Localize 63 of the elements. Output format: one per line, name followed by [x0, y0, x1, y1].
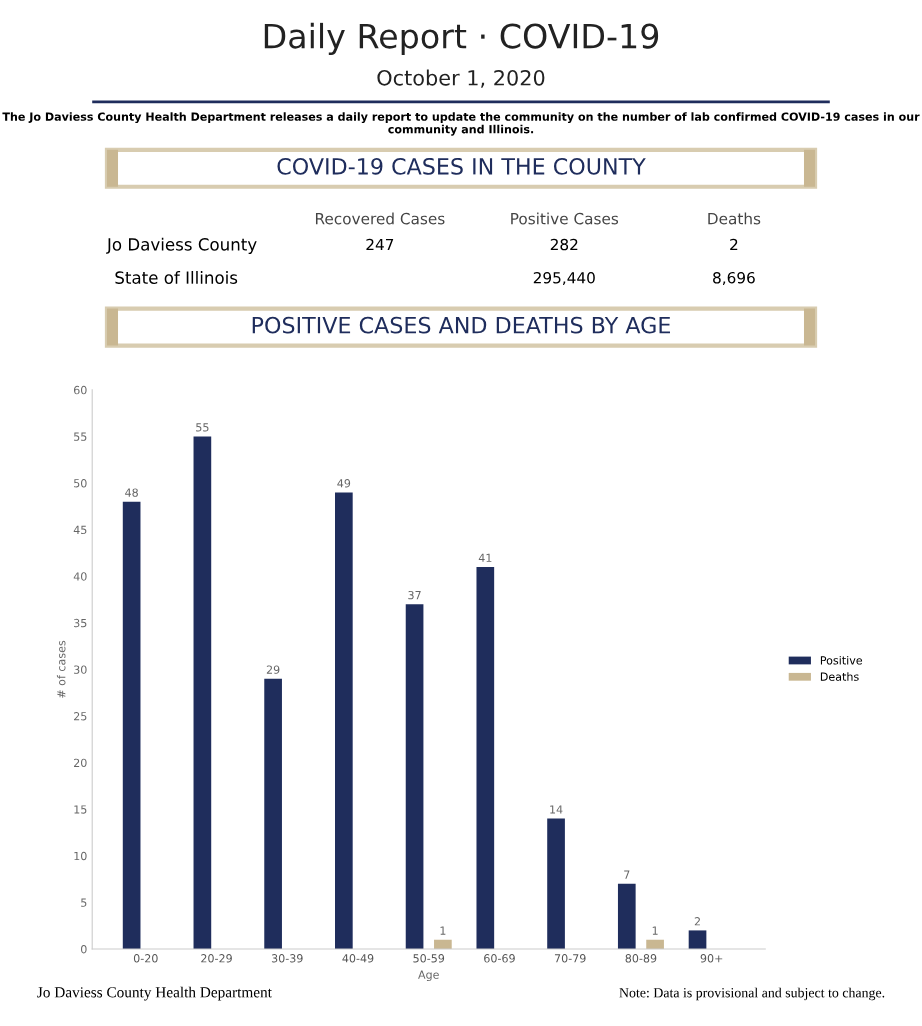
y-tick-label: 25: [74, 712, 87, 721]
y-tick-label: 15: [74, 805, 87, 814]
x-tick-label: 0-20: [133, 954, 158, 963]
text: 247: [366, 238, 394, 251]
y-tick-label: 30: [74, 665, 87, 674]
text: POSITIVE CASES AND DEATHS BY AGE: [252, 316, 670, 334]
text: 295,440: [533, 271, 595, 286]
text: Deaths: [708, 212, 761, 225]
text: October 1, 2020: [377, 69, 545, 88]
data-label: 55: [196, 423, 209, 432]
x-tick-label: 30-39: [271, 954, 303, 963]
text: 2: [730, 238, 738, 251]
x-tick-label: 80-89: [625, 954, 657, 963]
y-tick-label: 50: [74, 479, 87, 488]
y-axis-title: # of cases: [56, 640, 66, 698]
bar: [617, 883, 636, 950]
text: 282: [550, 238, 578, 251]
bar: [476, 566, 495, 950]
y-tick-label: 20: [74, 758, 87, 768]
text: Note: Data is provisional and subject to change.: [619, 987, 885, 1001]
x-tick-label: 70-79: [554, 954, 586, 963]
text: Recovered Cases: [315, 212, 445, 225]
y-tick-label: 45: [73, 525, 87, 535]
text: State of Illinois: [115, 271, 238, 284]
data-label: 7: [624, 870, 630, 879]
y-tick-label: 55: [74, 432, 87, 441]
data-label: 41: [478, 553, 492, 562]
bar: [405, 604, 424, 950]
y-tick-label: 35: [74, 618, 87, 628]
data-label: 49: [337, 479, 351, 488]
y-tick-label: 5: [81, 898, 87, 907]
text: Positive Cases: [511, 212, 619, 225]
text: COVID-19 CASES IN THE COUNTY: [277, 157, 646, 175]
text: Daily Report · COVID-19: [264, 22, 659, 56]
bar: [335, 492, 353, 950]
data-label: 29: [266, 665, 280, 674]
bar: [193, 436, 212, 950]
y-tick-label: 0: [81, 945, 87, 954]
bar: [122, 501, 141, 950]
data-label: 14: [550, 805, 563, 814]
text: 8,696: [713, 271, 755, 286]
data-label: 48: [125, 488, 138, 497]
x-tick-label: 50-59: [413, 954, 445, 963]
text: The Jo Daviess County Health Department releases a daily report to update the community on the number of lab confirmed COVID-19 cases in our community and Illinois.: [2, 112, 920, 136]
bar: [264, 678, 282, 950]
data-label: 37: [408, 590, 421, 600]
text: Jo Daviess County Health Department: [37, 986, 272, 1001]
x-tick-label: 90+: [700, 954, 723, 963]
data-label: 2: [694, 917, 700, 926]
y-tick-label: 40: [73, 572, 87, 581]
x-tick-label: 40-49: [342, 954, 374, 963]
bar: [547, 818, 565, 950]
x-tick-label: 60-69: [484, 954, 515, 963]
y-tick-label: 60: [73, 385, 87, 395]
legend-label: Deaths: [820, 672, 859, 681]
x-tick-label: 20-29: [201, 954, 232, 963]
x-axis-title: Age: [418, 970, 439, 981]
bar: [688, 930, 707, 950]
data-label: 1: [652, 926, 658, 935]
text: Jo Daviess County: [106, 237, 257, 254]
y-tick-label: 10: [74, 851, 87, 861]
data-label: 1: [440, 926, 446, 935]
legend-label: Positive: [820, 655, 863, 665]
